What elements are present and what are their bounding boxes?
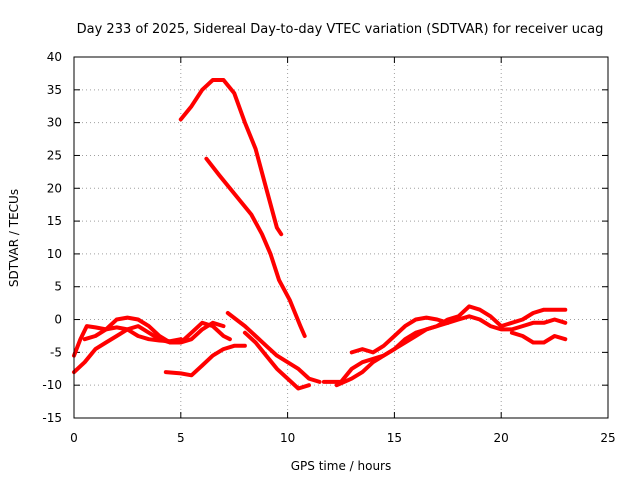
y-tick-label: 20	[47, 181, 62, 195]
y-tick-label: -10	[42, 378, 62, 392]
plot-frame	[73, 56, 609, 419]
x-tick-label: 20	[494, 431, 509, 445]
series-arc-10	[334, 304, 568, 388]
y-tick-label: -15	[42, 411, 62, 425]
x-tick-label: 10	[280, 431, 295, 445]
series-arc-12	[509, 330, 568, 345]
y-tick-label: 25	[47, 148, 62, 162]
series-group	[72, 78, 568, 391]
series-arc-4	[178, 78, 284, 237]
y-tick-label: 40	[47, 50, 62, 64]
y-tick-label: 0	[54, 313, 62, 327]
axis-ticks: 0 5 10 15 20 25 -15 -10 -5 0 5 10 15 20 25 30 35 40	[42, 50, 615, 445]
x-tick-label: 0	[70, 431, 78, 445]
chart-title: Day 233 of 2025, Sidereal Day-to-day VTE…	[77, 22, 604, 37]
y-tick-label: 30	[47, 116, 62, 130]
series-arc-8	[242, 330, 311, 391]
series-arc-3	[82, 315, 226, 345]
y-axis-label: SDTVAR / TECUs	[7, 189, 21, 287]
series-arc-7	[225, 311, 322, 384]
series-arc-11	[349, 315, 450, 355]
series-arc-6	[163, 343, 247, 378]
y-tick-label: 15	[47, 214, 62, 228]
x-axis-label: GPS time / hours	[291, 459, 392, 473]
x-tick-label: 5	[177, 431, 185, 445]
x-tick-label: 25	[600, 431, 615, 445]
y-tick-label: -5	[50, 345, 62, 359]
x-tick-label: 15	[387, 431, 402, 445]
y-tick-label: 10	[47, 247, 62, 261]
y-tick-label: 5	[54, 280, 62, 294]
grid	[74, 57, 608, 418]
series-arc-5	[204, 156, 307, 338]
y-tick-label: 35	[47, 83, 62, 97]
